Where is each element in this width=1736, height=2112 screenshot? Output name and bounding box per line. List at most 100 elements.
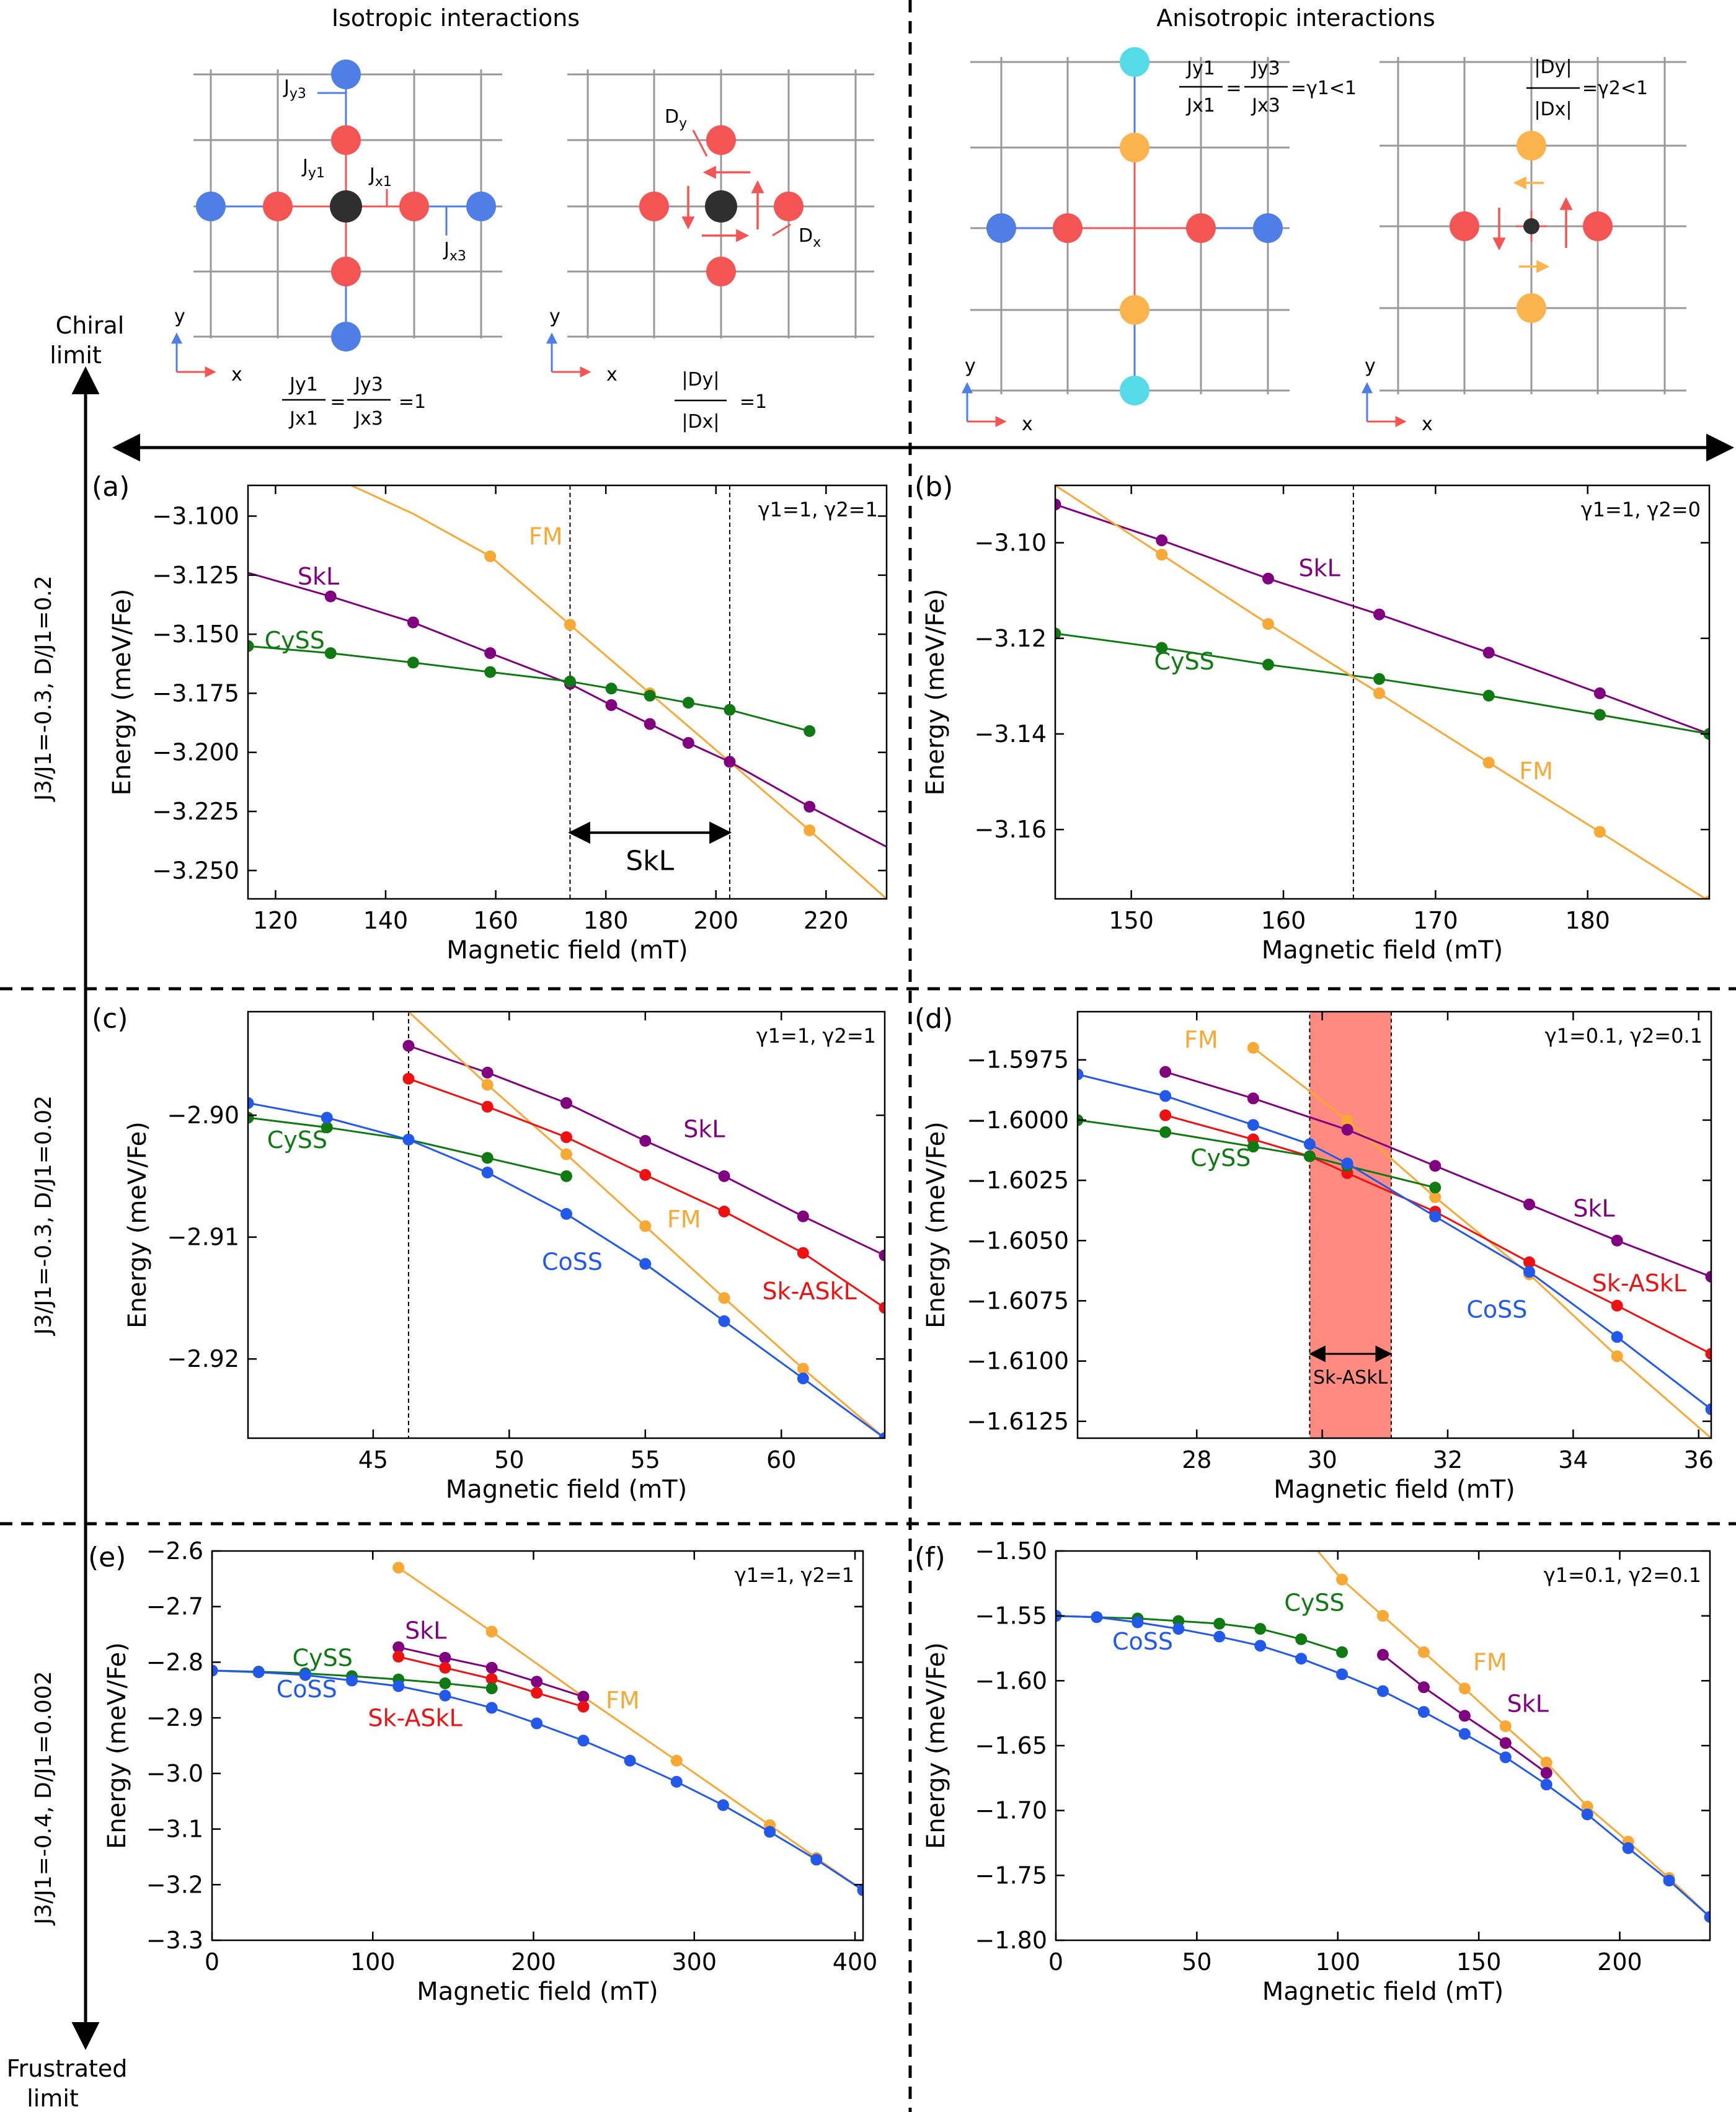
- data-point-SkL: [439, 1651, 451, 1664]
- series-label-SkL: SkL: [405, 1617, 446, 1645]
- series-label-CySS: CySS: [267, 1126, 327, 1154]
- data-point-FM: [1247, 1041, 1259, 1054]
- y-axis-title: Energy (meV/Fe): [922, 1642, 950, 1849]
- x-tick-label: 220: [804, 907, 849, 934]
- data-point-CoSS: [1523, 1266, 1536, 1278]
- y-tick-label: −2.9: [146, 1704, 203, 1731]
- series-label-FM: FM: [529, 523, 563, 550]
- data-point-Sk-ASkL: [560, 1131, 572, 1143]
- series-label-SkL: SkL: [1573, 1195, 1614, 1222]
- range-arrow-label: SkL: [626, 845, 674, 877]
- equation-isotropic-dm: |Dy| |Dx| =1: [675, 369, 767, 433]
- data-point-CoSS: [1663, 1875, 1675, 1887]
- data-point-FM: [797, 1363, 809, 1375]
- series-label-SkL: SkL: [1299, 555, 1340, 582]
- data-point-CySS: [1429, 1182, 1442, 1194]
- x-axis-label: x: [606, 364, 618, 386]
- data-point-CySS: [1262, 658, 1274, 671]
- atom-nearest-neighbor: [1517, 131, 1546, 161]
- data-point-CoSS: [248, 1097, 254, 1109]
- data-point-SkL: [1499, 1737, 1512, 1749]
- lattice-isotropic-exchange: yx: [171, 60, 502, 386]
- x-tick-label: 50: [1182, 1948, 1211, 1976]
- x-tick-label: 45: [358, 1446, 388, 1474]
- data-point-FM: [1377, 1610, 1389, 1622]
- row-label-1: J3/J1=-0.3, D/J1=0.2: [31, 575, 56, 802]
- series-label-FM: FM: [1473, 1649, 1507, 1676]
- data-point-CySS: [605, 683, 618, 695]
- data-point-FM: [485, 1625, 498, 1638]
- row-label-2: J3/J1=-0.3, D/J1=0.02: [31, 1095, 56, 1336]
- y-tick-label: −2.91: [167, 1224, 239, 1251]
- data-point-FM: [560, 1148, 572, 1160]
- label-tick: [692, 130, 708, 157]
- atom-third-neighbor: [986, 213, 1016, 243]
- data-point-Sk-ASkL: [577, 1700, 590, 1713]
- data-point-CoSS: [717, 1799, 729, 1811]
- x-tick-label: 400: [833, 1948, 878, 1976]
- data-point-Sk-ASkL: [797, 1247, 809, 1259]
- data-point-CoSS: [212, 1664, 218, 1677]
- x-tick-label: 34: [1558, 1446, 1588, 1474]
- x-tick-label: 160: [473, 907, 518, 934]
- x-tick-label: 150: [1456, 1948, 1502, 1976]
- data-point-CoSS: [321, 1111, 333, 1124]
- y-tick-label: −3.200: [152, 739, 239, 766]
- series-label-CySS: CySS: [1154, 648, 1214, 675]
- data-point-CySS: [324, 647, 337, 660]
- data-point-CoSS: [1336, 1668, 1348, 1681]
- x-tick-label: 0: [1048, 1948, 1063, 1976]
- data-point-CySS: [1336, 1646, 1348, 1658]
- y-tick-label: −1.80: [975, 1927, 1047, 1954]
- series-label-FM: FM: [1519, 758, 1553, 785]
- y-tick-label: −3.150: [152, 621, 239, 648]
- y-tick-label: −2.6: [146, 1537, 203, 1565]
- y-tick-label: −3.10: [975, 529, 1047, 557]
- data-point-CySS: [248, 640, 254, 652]
- x-tick-label: 100: [1315, 1948, 1360, 1976]
- data-point-CySS: [1373, 673, 1386, 685]
- data-point-CoSS: [639, 1258, 652, 1270]
- plot-frame: [247, 1010, 886, 1439]
- data-point-SkL: [402, 1040, 415, 1052]
- x-tick-label: 55: [631, 1446, 660, 1474]
- data-point-SkL: [644, 718, 656, 730]
- atom-nearest-neighbor: [1120, 133, 1149, 162]
- data-point-CoSS: [402, 1133, 415, 1146]
- y-tick-label: −3.16: [975, 816, 1047, 843]
- data-point-SkL: [1159, 1066, 1172, 1078]
- data-point-CySS: [439, 1677, 451, 1690]
- data-point-SkL: [1540, 1767, 1552, 1779]
- y-axis-title: Energy (meV/Fe): [103, 1642, 131, 1849]
- data-point-Sk-ASkL: [392, 1650, 405, 1663]
- atom-third-neighbor: [331, 322, 361, 351]
- data-point-Sk-ASkL: [1611, 1299, 1623, 1312]
- y-tick-label: −3.14: [975, 720, 1047, 748]
- atom-third-neighbor: [1120, 47, 1149, 77]
- series-label-CySS: CySS: [1284, 1589, 1344, 1616]
- svg-text:Jy3: Jy3: [353, 374, 383, 395]
- data-point-SkL: [804, 800, 816, 813]
- x-axis-label: x: [1422, 413, 1433, 435]
- data-point-SkL: [484, 647, 497, 660]
- data-point-SkL: [1156, 534, 1168, 547]
- svg-text:Jx3: Jx3: [443, 239, 466, 264]
- data-point-CoSS: [718, 1315, 730, 1327]
- series-label-FM: FM: [1184, 1026, 1218, 1053]
- data-point-Sk-ASkL: [718, 1205, 730, 1217]
- series-label-CoSS: CoSS: [277, 1676, 337, 1703]
- atom-nearest-neighbor: [331, 125, 361, 155]
- atom-nearest-neighbor: [1450, 211, 1479, 241]
- data-point-SkL: [879, 1249, 885, 1261]
- panel-label: (c): [92, 1003, 128, 1035]
- y-tick-label: −2.92: [167, 1345, 239, 1372]
- y-axis-title: Energy (meV/Fe): [922, 1121, 950, 1328]
- chart-panel-a: (a) FM SkL CySS SkL 120 140 160 180 200 220 −3.250 −…: [92, 471, 888, 965]
- data-point-FM: [481, 1079, 494, 1091]
- data-point-Sk-ASkL: [879, 1302, 885, 1314]
- atom-center: [705, 190, 737, 223]
- data-point-CoSS: [1254, 1640, 1267, 1652]
- x-tick-label: 0: [205, 1948, 219, 1976]
- x-tick-label: 300: [672, 1948, 717, 1976]
- x-axis-title: Magnetic field (mT): [446, 1475, 688, 1504]
